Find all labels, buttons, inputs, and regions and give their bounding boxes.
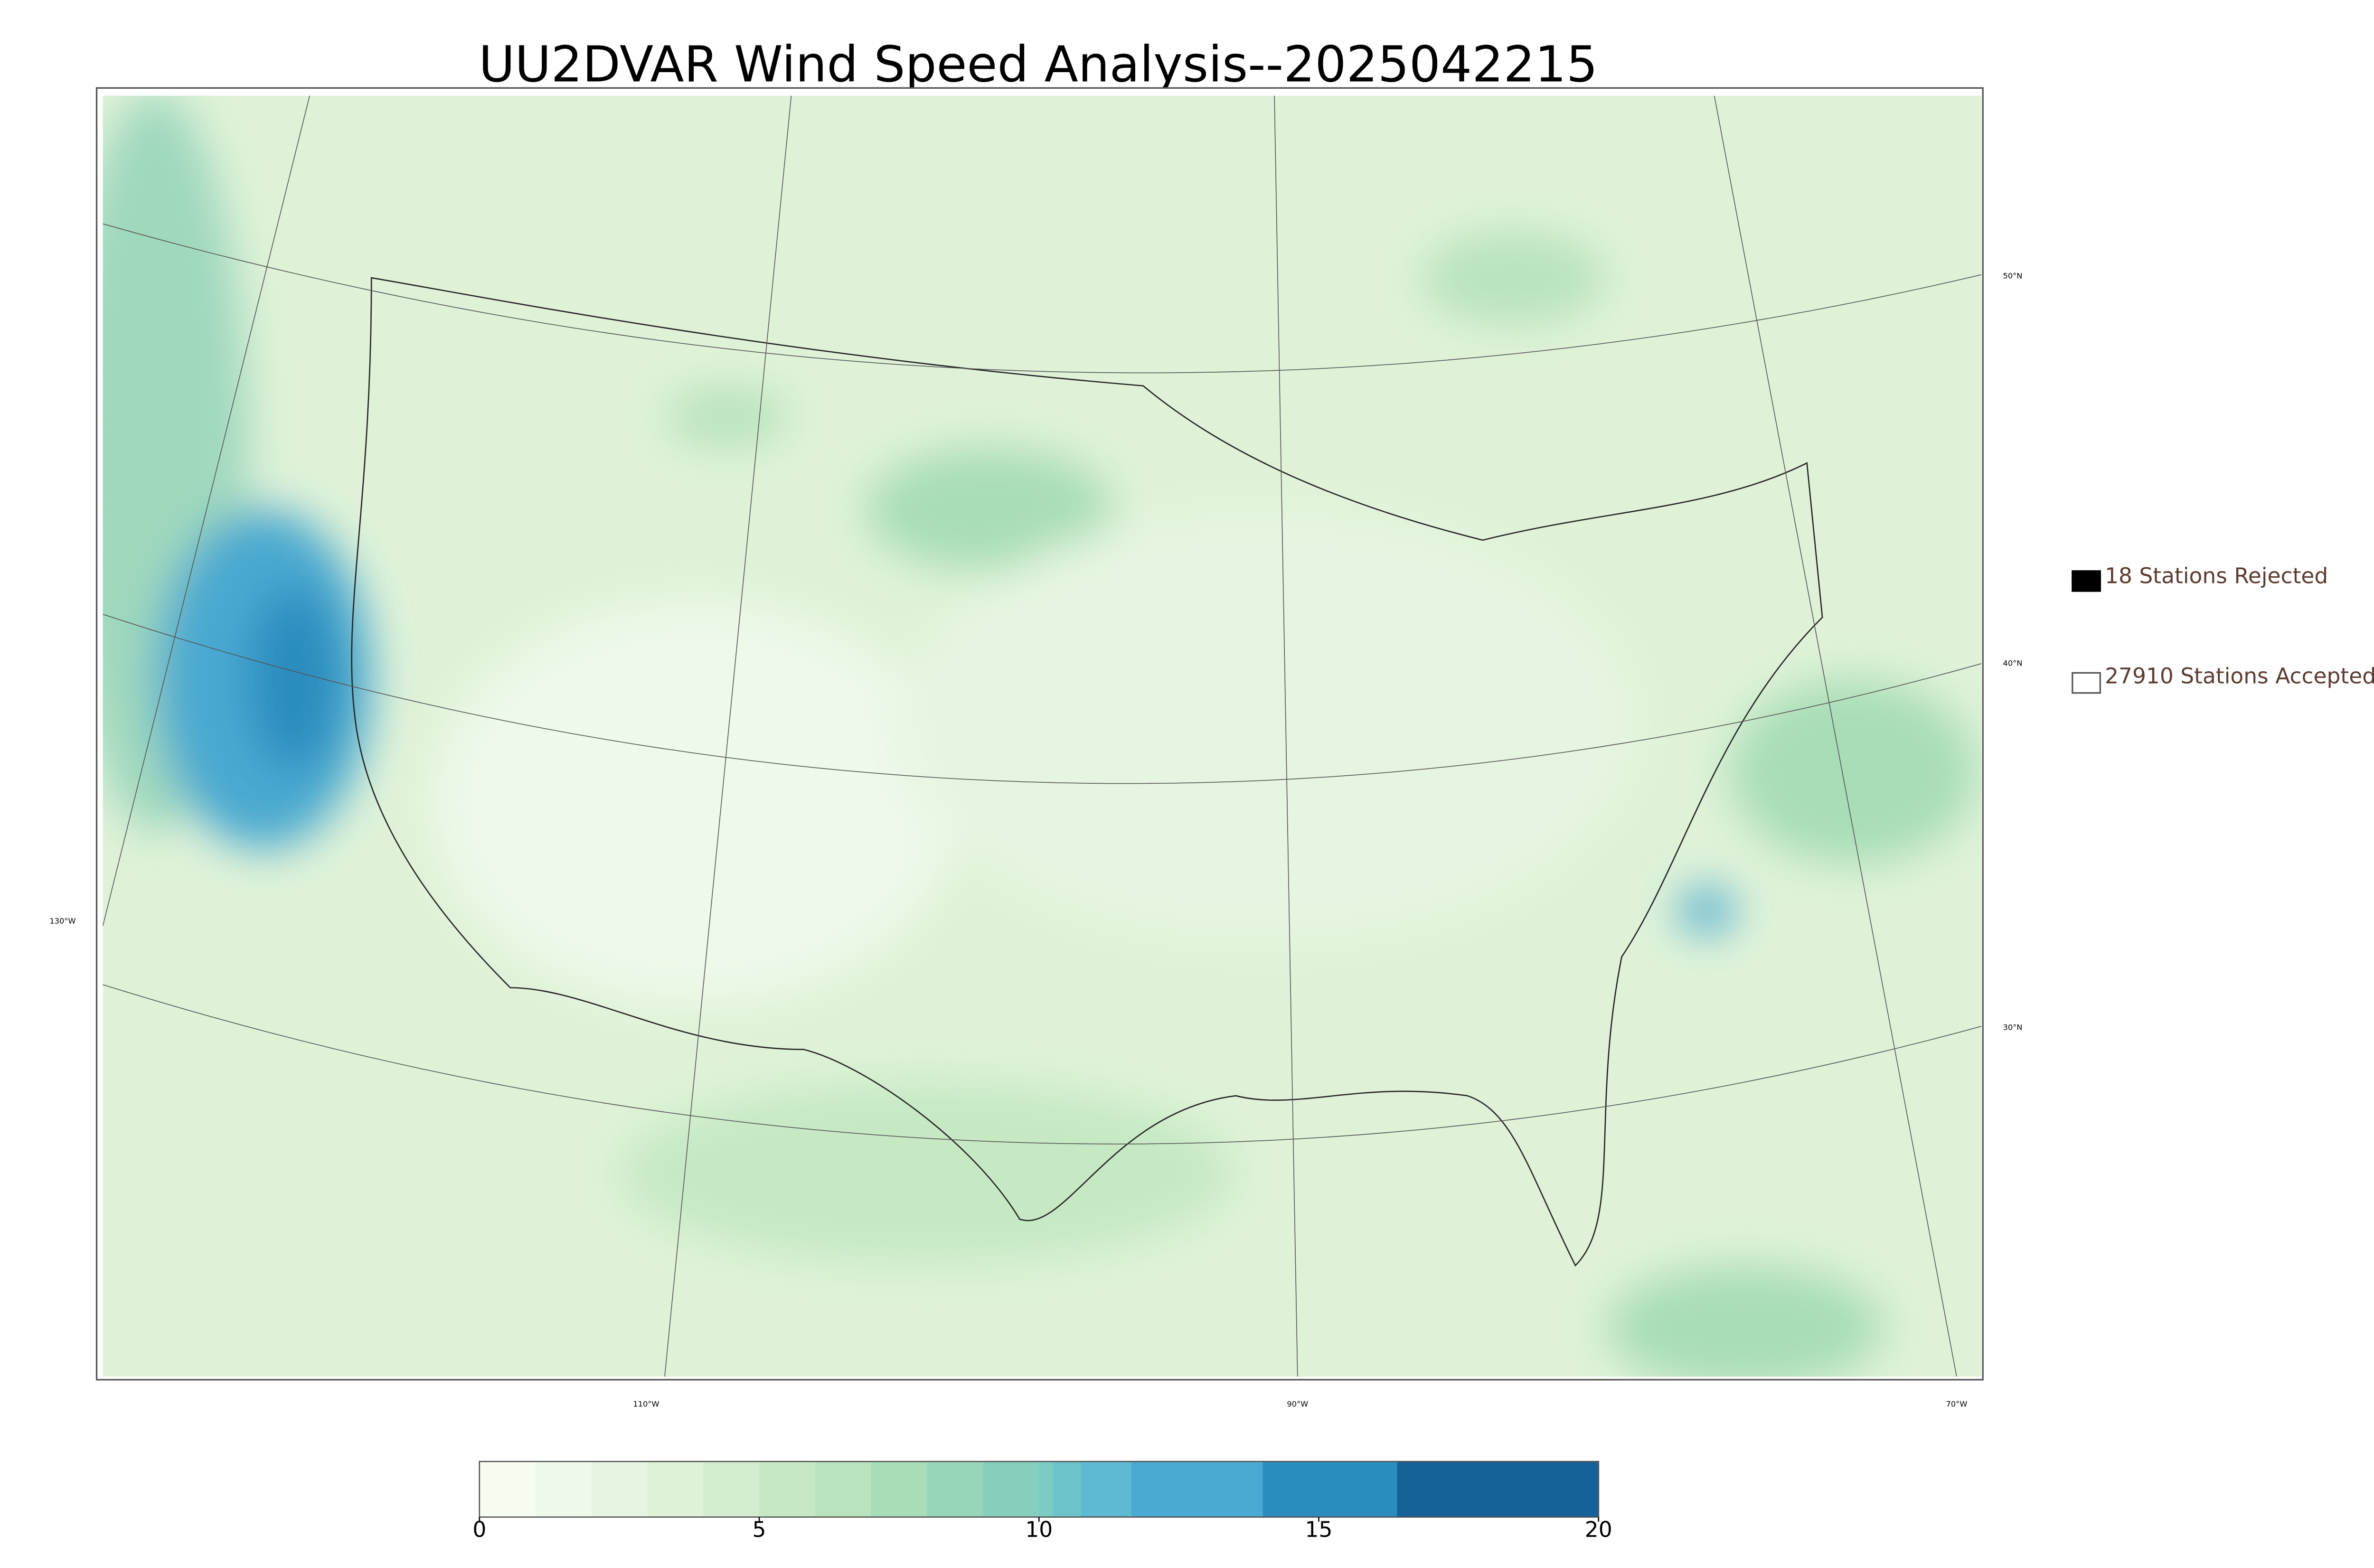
colorbar-tick-label: 20 <box>1585 1517 1612 1542</box>
colorbar-tick-label: 10 <box>1025 1517 1053 1542</box>
latitude-label: 40°N <box>2003 658 2023 667</box>
wind-field <box>103 95 1977 1377</box>
legend: 18 Stations Rejected 27910 Stations Acce… <box>2072 563 2374 694</box>
colorbar-segment <box>1039 1461 1054 1517</box>
legend-label: 18 Stations Rejected <box>2105 563 2328 588</box>
colorbar-segment <box>871 1461 928 1517</box>
colorbar-segment <box>703 1461 760 1517</box>
colorbar-segment <box>1131 1461 1263 1517</box>
legend-swatch-accepted <box>2072 672 2101 694</box>
colorbar-segment <box>535 1461 592 1517</box>
longitude-label: 70°W <box>1946 1399 1968 1408</box>
legend-label: 27910 Stations Accepted <box>2105 664 2374 689</box>
coastline <box>351 277 1823 1267</box>
legend-swatch-rejected <box>2072 570 2101 592</box>
title: UU2DVAR Wind Speed Analysis--2025042215 <box>479 35 1598 93</box>
colorbar-segment <box>815 1461 872 1517</box>
longitude-labels: 130°W 110°W 90°W 70°W <box>49 916 1967 1408</box>
latitude-label: 30°N <box>2003 1023 2023 1032</box>
latitude-label: 50°N <box>2003 271 2023 280</box>
map <box>95 87 1984 1381</box>
colorbar-segment <box>759 1461 816 1517</box>
colorbar-segment <box>1053 1461 1082 1517</box>
map-field <box>103 95 1982 1377</box>
colorbar: 0 5 10 15 20 <box>472 1461 1612 1542</box>
colorbar-segment <box>1262 1461 1398 1517</box>
colorbar-segment <box>1397 1461 1600 1517</box>
colorbar-tick-label: 0 <box>472 1517 486 1542</box>
longitude-label: 130°W <box>49 916 75 925</box>
colorbar-tick-label: 5 <box>753 1517 766 1542</box>
colorbar-tick-label: 15 <box>1305 1517 1333 1542</box>
colorbar-segment <box>927 1461 984 1517</box>
colorbar-segment <box>591 1461 648 1517</box>
colorbar-segment <box>1081 1461 1132 1517</box>
longitude-label: 110°W <box>633 1399 659 1408</box>
graticule <box>103 95 1982 1377</box>
colorbar-segment <box>479 1461 536 1517</box>
colorbar-segment <box>647 1461 704 1517</box>
longitude-label: 90°W <box>1287 1399 1308 1408</box>
colorbar-segment <box>983 1461 1040 1517</box>
latitude-labels: 50°N 40°N 30°N <box>2003 271 2023 1032</box>
